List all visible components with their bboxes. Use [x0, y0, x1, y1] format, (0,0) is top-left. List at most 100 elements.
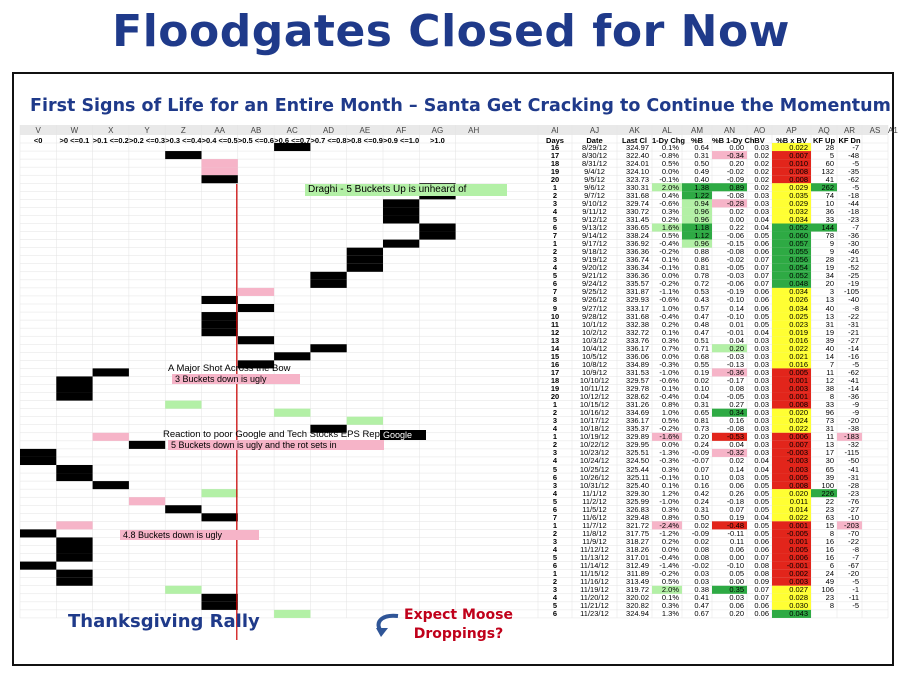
- table-cell-days: 20: [550, 392, 560, 402]
- table-cell-pbbv: 0.060: [789, 231, 808, 241]
- table-cell-bv: 0.07: [754, 279, 769, 289]
- table-cell-bv: 0.04: [754, 214, 769, 224]
- table-cell-days: 14: [550, 343, 560, 353]
- table-cell-fill: [772, 440, 811, 449]
- table-cell-pbbv: 0.006: [789, 432, 808, 442]
- table-cell-kfd: -20: [848, 416, 859, 426]
- table-cell-kfd: -20: [848, 569, 859, 579]
- bucket-cell: [274, 408, 311, 417]
- table-cell-chg: 0.4%: [661, 190, 679, 200]
- table-cell-chg: -1.0%: [659, 367, 679, 377]
- table-cell-fill: [652, 585, 682, 594]
- table-cell-pb: 0.31: [694, 504, 709, 514]
- table-cell-kfu: 74: [825, 190, 834, 200]
- table-header: %B x BV: [776, 136, 807, 145]
- bucket-cell: [56, 376, 93, 385]
- table-cell-pbbv: 0.034: [789, 214, 808, 224]
- table-cell-fill: [772, 481, 811, 490]
- table-cell-date: 10/22/12: [579, 440, 610, 450]
- table-cell-bv: 0.03: [754, 375, 769, 385]
- table-cell-last: 330.31: [626, 182, 649, 192]
- table-cell-date: 10/8/12: [581, 359, 608, 369]
- table-cell-last: 311.89: [626, 569, 649, 579]
- bucket-header: >0 <=0.1: [59, 136, 90, 145]
- table-cell-date: 10/9/12: [581, 367, 608, 377]
- table-cell-pbbv: -0.003: [786, 448, 808, 458]
- column-letter: AC: [286, 125, 298, 135]
- table-cell-pb: 0.03: [694, 577, 709, 587]
- table-cell-last: 334.89: [626, 359, 649, 369]
- table-cell-pbbv: 0.008: [789, 166, 808, 176]
- table-cell-pbbv: 0.020: [789, 408, 808, 418]
- table-cell-kfu: 3: [829, 287, 834, 297]
- table-cell-fill: [712, 432, 747, 441]
- bucket-header: >0.8 <=0.9: [346, 136, 383, 145]
- draghi-annotation: Draghi - 5 Buckets Up is unheard of: [305, 184, 507, 196]
- table-cell-days: 6: [552, 504, 558, 514]
- table-cell-days: 6: [552, 609, 558, 619]
- bucket-header: >0.5 <=0.6: [237, 136, 274, 145]
- table-cell-days: 10: [550, 311, 560, 321]
- table-cell-chg: 0.0%: [661, 440, 679, 450]
- table-cell-fill: [772, 199, 811, 208]
- column-letter: AE: [359, 125, 371, 135]
- table-cell-days: 2: [552, 190, 558, 200]
- table-cell-bv: 0.06: [754, 287, 769, 297]
- bucket-cell: [201, 513, 238, 522]
- table-cell-last: 336.17: [626, 343, 649, 353]
- table-cell-fill: [811, 489, 837, 498]
- table-cell-date: 9/7/12: [584, 190, 605, 200]
- table-cell-kfu: 14: [825, 351, 834, 361]
- table-cell-pb: 0.96: [694, 214, 709, 224]
- column-letter: Y: [144, 125, 150, 135]
- table-cell-kfd: -21: [848, 327, 859, 337]
- table-cell-kfu: 65: [825, 464, 834, 474]
- table-cell-chg: 0.0%: [661, 166, 679, 176]
- table-cell-bv: 0.05: [754, 528, 769, 538]
- table-cell-pbch: -0.13: [726, 359, 744, 369]
- table-cell-pbbv: 0.029: [789, 182, 808, 192]
- thanksgiving-rally-label: Thanksgiving Rally: [68, 611, 260, 632]
- table-cell-pb: 0.04: [694, 392, 709, 402]
- bucket-cell: [274, 609, 311, 618]
- table-cell-date: 9/13/12: [581, 223, 608, 232]
- table-cell-kfd: -36: [848, 392, 859, 402]
- table-cell-days: 5: [552, 553, 558, 563]
- table-cell-fill: [682, 215, 712, 224]
- table-cell-pbbv: 0.022: [789, 142, 808, 152]
- bucket-cell: [237, 287, 275, 296]
- table-cell-kfu: 23: [825, 504, 834, 514]
- table-cell-fill: [652, 223, 682, 232]
- table-cell-chg: 2.0%: [661, 182, 679, 192]
- table-cell-date: 10/16/12: [579, 408, 610, 418]
- table-cell-days: 4: [552, 206, 558, 216]
- table-cell-kfd: -62: [848, 174, 859, 184]
- table-cell-chg: -0.6%: [659, 375, 679, 385]
- table-cell-pb: 0.02: [694, 536, 709, 546]
- table-cell-date: 11/7/12: [582, 520, 607, 530]
- table-cell-fill: [712, 183, 747, 192]
- table-cell-date: 10/2/12: [581, 327, 608, 337]
- table-cell-chg: -0.4%: [659, 553, 679, 563]
- table-cell-kfu: 7: [829, 359, 834, 369]
- table-cell-days: 17: [550, 367, 560, 377]
- table-cell-kfd: -22: [848, 311, 859, 321]
- table-cell-pbch: -0.06: [726, 279, 744, 289]
- table-cell-bv: 0.03: [754, 392, 769, 402]
- table-cell-date: 9/4/12: [584, 166, 605, 176]
- table-cell-bv: 0.03: [754, 359, 769, 369]
- table-cell-pbbv: 0.010: [789, 158, 808, 168]
- table-cell-fill: [772, 279, 811, 288]
- table-cell-fill: [772, 312, 811, 321]
- table-cell-pbch: 0.00: [729, 214, 744, 224]
- table-cell-chg: -1.2%: [659, 528, 679, 538]
- table-cell-bv: 0.03: [754, 440, 769, 450]
- table-cell-pb: 0.40: [694, 174, 709, 184]
- table-cell-date: 10/10/12: [579, 375, 610, 385]
- table-cell-last: 323.73: [626, 174, 649, 184]
- table-cell-days: 2: [552, 528, 558, 538]
- table-cell-chg: 1.3%: [661, 609, 679, 619]
- table-cell-kfd: -5: [852, 577, 859, 587]
- table-cell-pbch: -0.03: [726, 351, 744, 361]
- bucket-cell: [201, 295, 238, 304]
